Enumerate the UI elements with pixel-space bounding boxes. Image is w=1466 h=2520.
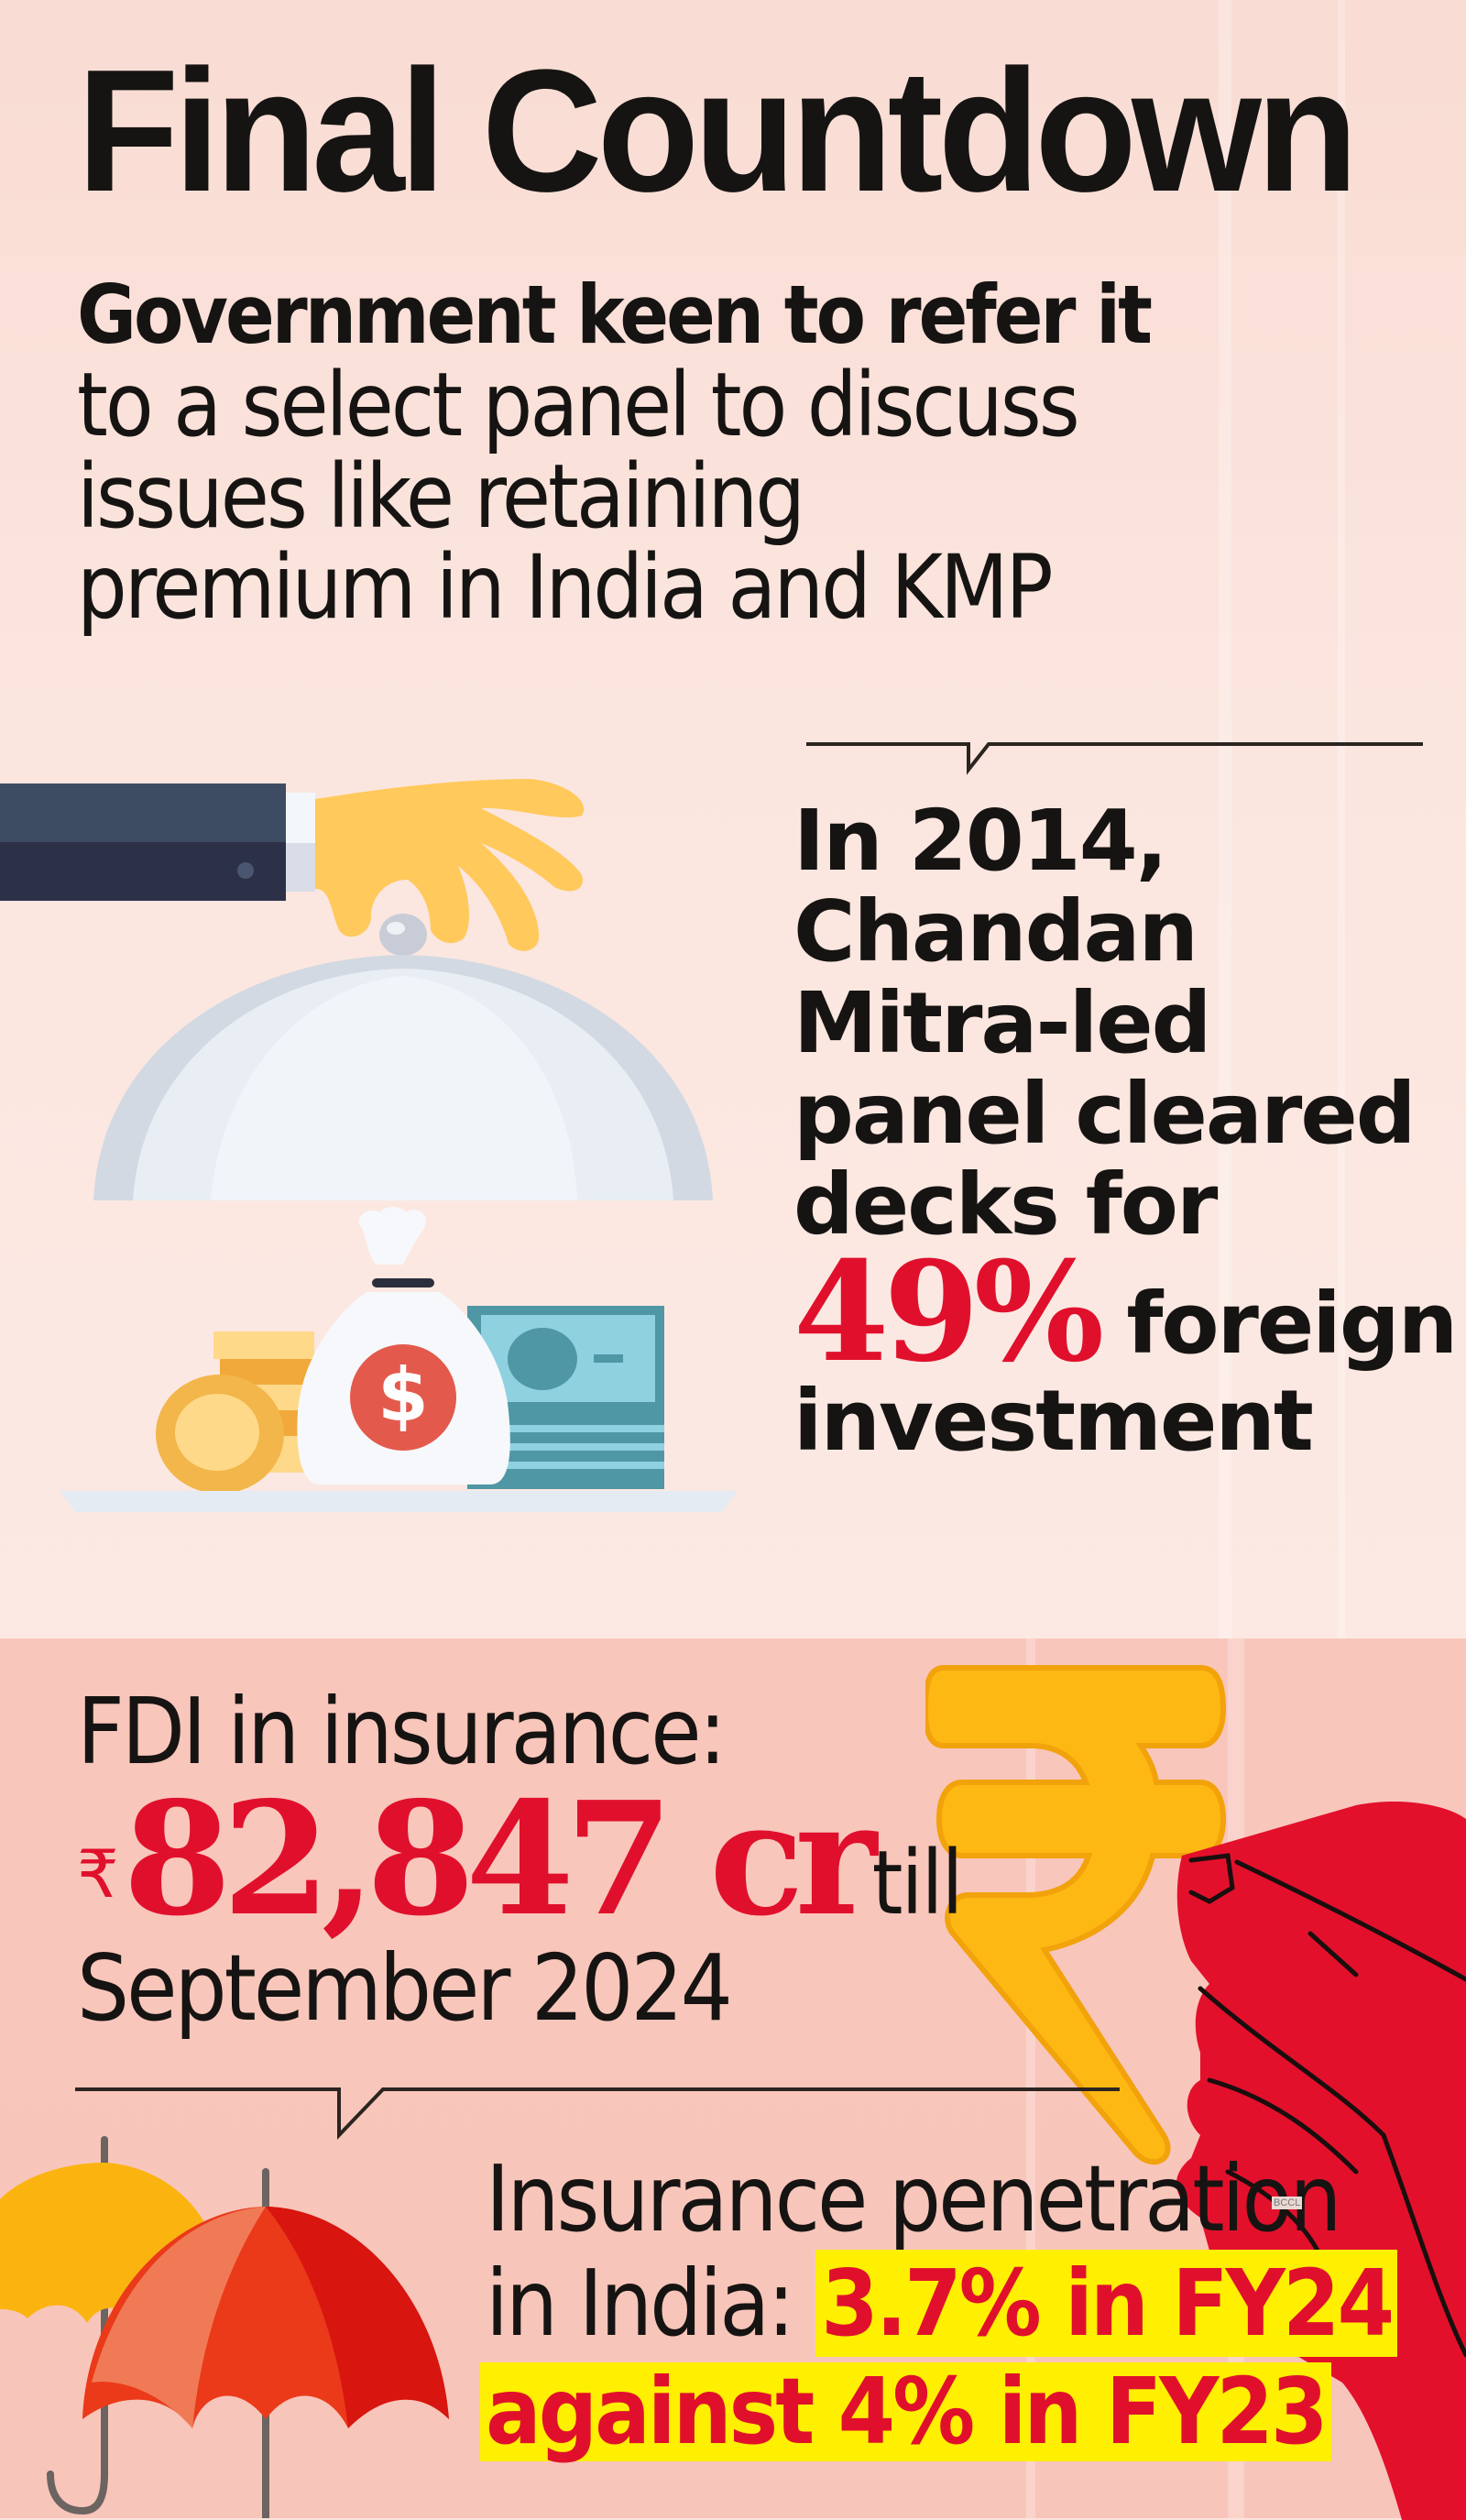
fdi-cap-value: 49% — [793, 1231, 1104, 1393]
panel-line: Mitra-led — [793, 973, 1212, 1072]
fdi-heading: FDI in insurance: — [77, 1678, 727, 1785]
page-title: Final Countdown — [77, 34, 1359, 228]
panel-line: decks for — [793, 1156, 1218, 1255]
umbrellas-icon — [0, 2136, 449, 2518]
panel-line: foreign — [1126, 1274, 1458, 1373]
panel-line: panel cleared — [793, 1065, 1417, 1164]
penetration-prefix: in India: — [486, 2250, 795, 2357]
panel-history-text: In 2014, Chandan Mitra-led panel cleared… — [793, 792, 1458, 1470]
penetration-fy24: 3.7% in FY24 — [815, 2250, 1398, 2357]
penetration-block: Insurance penetration in India: 3.7% in … — [480, 2145, 1457, 2461]
speech-divider-top — [806, 742, 1423, 775]
subtitle: Government keen to refer it to a select … — [77, 268, 1360, 640]
subtitle-line: to a select panel to discuss — [77, 353, 1080, 456]
subtitle-bold: Government keen to refer it — [77, 268, 1153, 362]
panel-line: In 2014, — [793, 792, 1168, 890]
fdi-block: FDI in insurance: ₹ 82,847 cr till Septe… — [77, 1678, 963, 2042]
watermark: BCCL — [1272, 2197, 1303, 2209]
svg-text:$: $ — [377, 1353, 429, 1438]
speech-divider-bottom — [75, 2087, 1120, 2140]
fdi-date: September 2024 — [77, 1934, 733, 2042]
penetration-heading: Insurance penetration — [486, 2145, 1342, 2252]
rupee-symbol: ₹ — [77, 1838, 119, 1912]
subtitle-line: issues like retaining — [77, 444, 805, 548]
panel-line: investment — [793, 1371, 1314, 1470]
fdi-suffix: till — [871, 1832, 964, 1934]
penetration-fy23: against 4% in FY23 — [480, 2362, 1331, 2461]
fdi-amount: 82,847 cr — [123, 1768, 877, 1951]
hand-lifting-cloche-over-money-icon: $ — [0, 779, 738, 1512]
panel-line: Chandan — [793, 882, 1198, 981]
subtitle-line: premium in India and KMP — [77, 536, 1054, 640]
